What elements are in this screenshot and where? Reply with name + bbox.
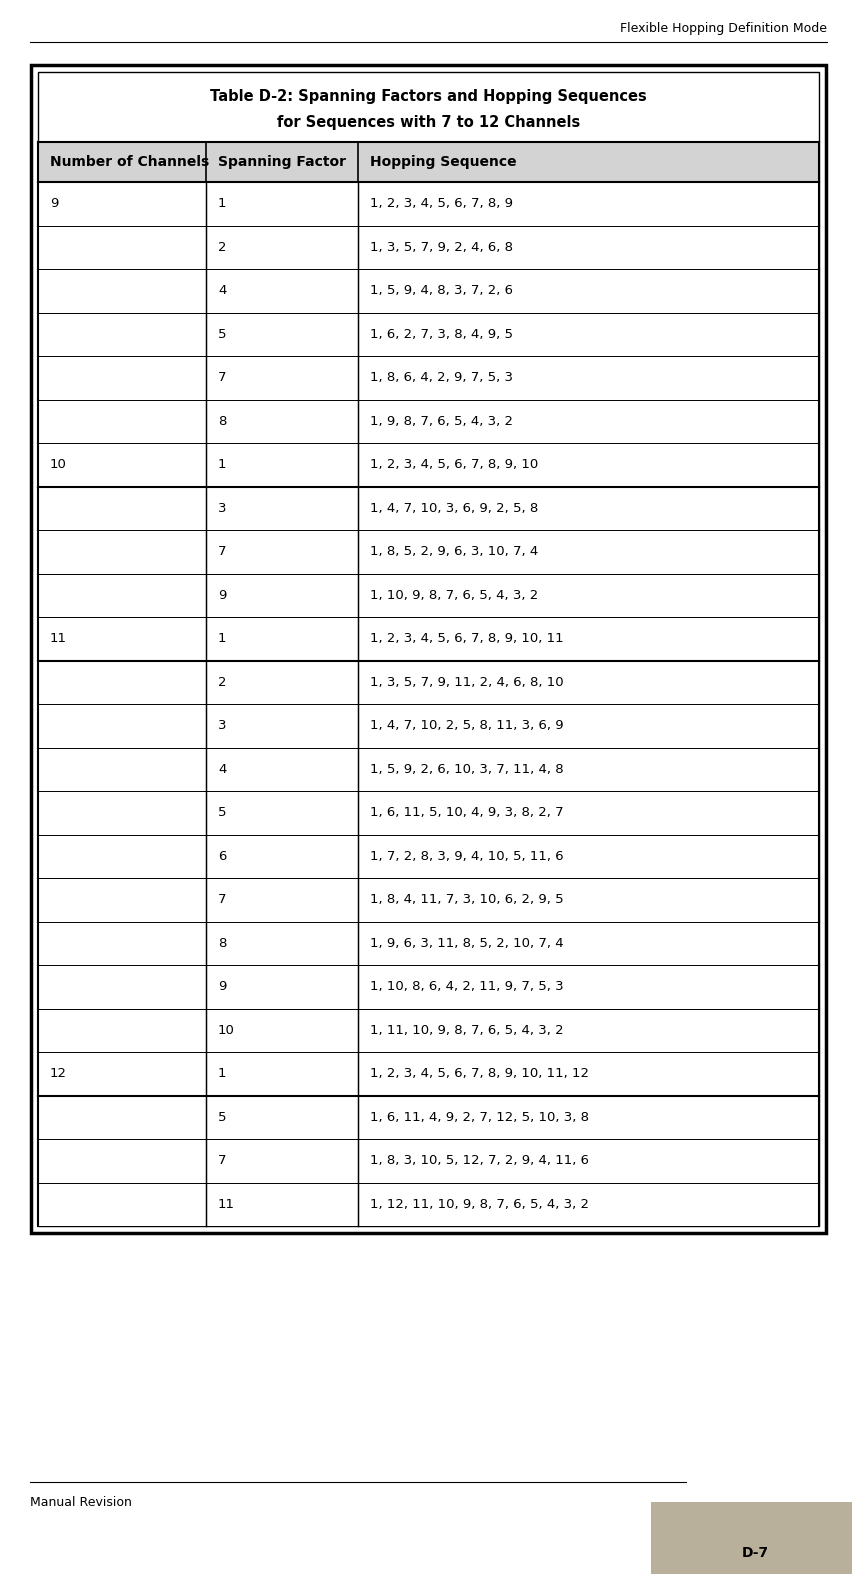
- Text: 1, 4, 7, 10, 2, 5, 8, 11, 3, 6, 9: 1, 4, 7, 10, 2, 5, 8, 11, 3, 6, 9: [370, 719, 564, 732]
- Bar: [38, 356, 819, 399]
- Bar: [38, 922, 819, 965]
- Text: 7: 7: [218, 545, 226, 558]
- Text: 9: 9: [218, 980, 226, 993]
- Text: 1: 1: [218, 458, 226, 472]
- Text: 1, 11, 10, 9, 8, 7, 6, 5, 4, 3, 2: 1, 11, 10, 9, 8, 7, 6, 5, 4, 3, 2: [370, 1023, 564, 1038]
- Text: 7: 7: [218, 893, 226, 906]
- Text: 1, 6, 2, 7, 3, 8, 4, 9, 5: 1, 6, 2, 7, 3, 8, 4, 9, 5: [370, 328, 513, 341]
- Text: 1, 12, 11, 10, 9, 8, 7, 6, 5, 4, 3, 2: 1, 12, 11, 10, 9, 8, 7, 6, 5, 4, 3, 2: [370, 1198, 590, 1210]
- Text: 5: 5: [218, 328, 226, 341]
- Bar: [38, 71, 819, 1226]
- Text: Hopping Sequence: Hopping Sequence: [370, 155, 517, 169]
- Bar: [38, 143, 819, 182]
- Text: 9: 9: [218, 589, 226, 602]
- Bar: [650, 1502, 852, 1574]
- Text: 4: 4: [218, 763, 226, 776]
- Text: 1, 4, 7, 10, 3, 6, 9, 2, 5, 8: 1, 4, 7, 10, 3, 6, 9, 2, 5, 8: [370, 502, 538, 515]
- Text: Flexible Hopping Definition Mode: Flexible Hopping Definition Mode: [620, 22, 827, 35]
- Text: 10: 10: [218, 1023, 235, 1038]
- Text: 2: 2: [218, 676, 226, 689]
- Bar: [38, 618, 819, 661]
- Text: 1, 2, 3, 4, 5, 6, 7, 8, 9, 10: 1, 2, 3, 4, 5, 6, 7, 8, 9, 10: [370, 458, 538, 472]
- Text: D-7: D-7: [742, 1546, 769, 1560]
- Text: 1, 8, 4, 11, 7, 3, 10, 6, 2, 9, 5: 1, 8, 4, 11, 7, 3, 10, 6, 2, 9, 5: [370, 893, 564, 906]
- Text: 11: 11: [50, 632, 67, 645]
- Text: 4: 4: [218, 284, 226, 298]
- Bar: [38, 1052, 819, 1096]
- Text: 1, 5, 9, 2, 6, 10, 3, 7, 11, 4, 8: 1, 5, 9, 2, 6, 10, 3, 7, 11, 4, 8: [370, 763, 564, 776]
- Bar: [38, 182, 819, 225]
- Bar: [38, 486, 819, 531]
- Text: 11: 11: [218, 1198, 235, 1210]
- Bar: [38, 1009, 819, 1052]
- Text: 1: 1: [218, 1068, 226, 1080]
- Text: 1, 7, 2, 8, 3, 9, 4, 10, 5, 11, 6: 1, 7, 2, 8, 3, 9, 4, 10, 5, 11, 6: [370, 849, 564, 863]
- Text: 5: 5: [218, 1110, 226, 1123]
- Text: 1, 6, 11, 5, 10, 4, 9, 3, 8, 2, 7: 1, 6, 11, 5, 10, 4, 9, 3, 8, 2, 7: [370, 806, 564, 819]
- Text: 6: 6: [218, 849, 226, 863]
- Bar: [38, 399, 819, 444]
- Bar: [38, 269, 819, 312]
- Text: 8: 8: [218, 415, 226, 428]
- Text: 1, 8, 6, 4, 2, 9, 7, 5, 3: 1, 8, 6, 4, 2, 9, 7, 5, 3: [370, 371, 513, 385]
- Text: 1, 10, 9, 8, 7, 6, 5, 4, 3, 2: 1, 10, 9, 8, 7, 6, 5, 4, 3, 2: [370, 589, 538, 602]
- Bar: [38, 661, 819, 703]
- Bar: [38, 878, 819, 922]
- Text: 7: 7: [218, 371, 226, 385]
- Bar: [38, 225, 819, 269]
- Text: 2: 2: [218, 241, 226, 253]
- Bar: [31, 65, 826, 1232]
- Text: 8: 8: [218, 936, 226, 950]
- Bar: [38, 1139, 819, 1183]
- Text: 1, 2, 3, 4, 5, 6, 7, 8, 9, 10, 11: 1, 2, 3, 4, 5, 6, 7, 8, 9, 10, 11: [370, 632, 564, 645]
- Text: 9: 9: [50, 198, 58, 211]
- Text: Spanning Factor: Spanning Factor: [218, 155, 346, 169]
- Text: 1, 3, 5, 7, 9, 11, 2, 4, 6, 8, 10: 1, 3, 5, 7, 9, 11, 2, 4, 6, 8, 10: [370, 676, 564, 689]
- Text: Table D-2: Spanning Factors and Hopping Sequences: Table D-2: Spanning Factors and Hopping …: [210, 89, 647, 105]
- Text: 1, 2, 3, 4, 5, 6, 7, 8, 9: 1, 2, 3, 4, 5, 6, 7, 8, 9: [370, 198, 513, 211]
- Bar: [38, 531, 819, 573]
- Text: for Sequences with 7 to 12 Channels: for Sequences with 7 to 12 Channels: [277, 116, 580, 130]
- Text: 10: 10: [50, 458, 67, 472]
- Bar: [38, 790, 819, 835]
- Bar: [38, 965, 819, 1009]
- Text: 1, 6, 11, 4, 9, 2, 7, 12, 5, 10, 3, 8: 1, 6, 11, 4, 9, 2, 7, 12, 5, 10, 3, 8: [370, 1110, 590, 1123]
- Bar: [38, 573, 819, 618]
- Bar: [38, 748, 819, 790]
- Bar: [38, 444, 819, 486]
- Bar: [38, 1096, 819, 1139]
- Text: Number of Channels: Number of Channels: [50, 155, 209, 169]
- Text: 1: 1: [218, 198, 226, 211]
- Text: 1, 8, 3, 10, 5, 12, 7, 2, 9, 4, 11, 6: 1, 8, 3, 10, 5, 12, 7, 2, 9, 4, 11, 6: [370, 1155, 590, 1167]
- Text: 1, 10, 8, 6, 4, 2, 11, 9, 7, 5, 3: 1, 10, 8, 6, 4, 2, 11, 9, 7, 5, 3: [370, 980, 564, 993]
- Text: 1, 8, 5, 2, 9, 6, 3, 10, 7, 4: 1, 8, 5, 2, 9, 6, 3, 10, 7, 4: [370, 545, 538, 558]
- Text: 7: 7: [218, 1155, 226, 1167]
- Text: 1, 5, 9, 4, 8, 3, 7, 2, 6: 1, 5, 9, 4, 8, 3, 7, 2, 6: [370, 284, 513, 298]
- Bar: [38, 703, 819, 748]
- Text: 1, 9, 6, 3, 11, 8, 5, 2, 10, 7, 4: 1, 9, 6, 3, 11, 8, 5, 2, 10, 7, 4: [370, 936, 564, 950]
- Bar: [38, 312, 819, 356]
- Text: 1, 3, 5, 7, 9, 2, 4, 6, 8: 1, 3, 5, 7, 9, 2, 4, 6, 8: [370, 241, 513, 253]
- Text: Manual Revision: Manual Revision: [30, 1495, 132, 1510]
- Text: 1, 2, 3, 4, 5, 6, 7, 8, 9, 10, 11, 12: 1, 2, 3, 4, 5, 6, 7, 8, 9, 10, 11, 12: [370, 1068, 590, 1080]
- Bar: [38, 1183, 819, 1226]
- Text: 1: 1: [218, 632, 226, 645]
- Text: 3: 3: [218, 502, 226, 515]
- Text: 1, 9, 8, 7, 6, 5, 4, 3, 2: 1, 9, 8, 7, 6, 5, 4, 3, 2: [370, 415, 513, 428]
- Text: 12: 12: [50, 1068, 67, 1080]
- Text: 3: 3: [218, 719, 226, 732]
- Bar: [38, 835, 819, 878]
- Text: 5: 5: [218, 806, 226, 819]
